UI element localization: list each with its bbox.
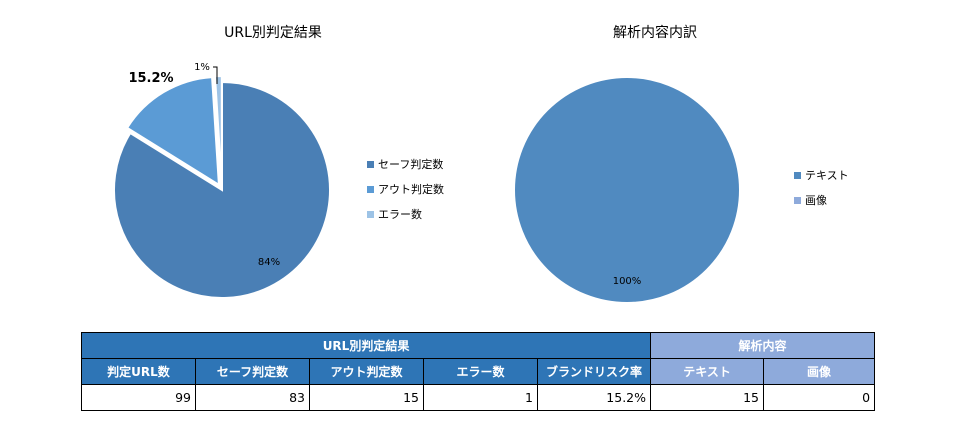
legend-label: アウト判定数 (378, 182, 444, 196)
cell-image: 0 (763, 384, 876, 411)
cell-safe-count: 83 (195, 384, 310, 411)
table-group-header-row: URL別判定結果 解析内容 (80, 332, 876, 359)
legend-item-out: アウト判定数 (367, 182, 444, 196)
legend-label: テキスト (805, 169, 849, 182)
legend-swatch (794, 197, 801, 204)
group-header-analysis: 解析内容 (650, 332, 876, 359)
cell-brand-risk: 15.2% (536, 384, 652, 411)
legend-label: エラー数 (378, 208, 422, 221)
col-header-error-count: エラー数 (423, 358, 538, 385)
col-header-safe-count: セーフ判定数 (195, 358, 310, 385)
data-label-error: 1% (194, 62, 210, 73)
legend-item-error: エラー数 (367, 208, 422, 221)
pie-slice-1 (513, 76, 741, 304)
legend-swatch (367, 161, 374, 168)
legend-swatch (367, 186, 374, 193)
data-label-text: 100% (613, 276, 642, 287)
data-label-out: 15.2% (128, 71, 173, 86)
col-header-brand-risk: ブランドリスク率 (536, 358, 652, 385)
col-header-text: テキスト (650, 358, 765, 385)
leader-line (213, 66, 218, 84)
legend-swatch (367, 211, 374, 218)
legend-item-text: テキスト (794, 169, 849, 182)
legend-swatch (794, 172, 801, 179)
charts-canvas: URL別判定結果 1% 15.2% 84% セーフ判定数 アウト判定数 エラー数… (113, 24, 849, 304)
chart-title: URL別判定結果 (224, 25, 322, 41)
legend-label: セーフ判定数 (378, 157, 443, 171)
table-header-row: 判定URL数 セーフ判定数 アウト判定数 エラー数 ブランドリスク率 テキスト … (81, 358, 876, 385)
legend-label: 画像 (805, 194, 827, 207)
pie-slice-3 (213, 75, 223, 185)
chart-title: 解析内容内訳 (613, 24, 697, 41)
pie-slices (113, 75, 331, 299)
cell-url-count: 99 (81, 384, 196, 411)
table-row: 99 83 15 1 15.2% 15 0 (81, 384, 876, 411)
summary-table: URL別判定結果 解析内容 判定URL数 セーフ判定数 アウト判定数 エラー数 … (80, 332, 876, 411)
pie-chart-url-results: URL別判定結果 1% 15.2% 84% セーフ判定数 アウト判定数 エラー数 (113, 25, 444, 299)
group-header-url-results: URL別判定結果 (80, 332, 652, 359)
pie-chart-analysis-breakdown: 解析内容内訳 100% テキスト 画像 (513, 24, 849, 304)
pie-slice-2 (125, 76, 221, 187)
legend-item-image: 画像 (794, 194, 827, 207)
legend-item-safe: セーフ判定数 (367, 157, 443, 171)
cell-out-count: 15 (309, 384, 424, 411)
data-label-safe: 84% (258, 257, 280, 268)
col-header-image: 画像 (763, 358, 876, 385)
cell-text: 15 (650, 384, 765, 411)
cell-error-count: 1 (423, 384, 538, 411)
legend: セーフ判定数 アウト判定数 エラー数 (367, 157, 444, 221)
pie-slices (513, 76, 741, 304)
legend: テキスト 画像 (794, 169, 849, 207)
pie-slice-1 (113, 80, 331, 299)
col-header-url-count: 判定URL数 (81, 358, 196, 385)
col-header-out-count: アウト判定数 (309, 358, 424, 385)
